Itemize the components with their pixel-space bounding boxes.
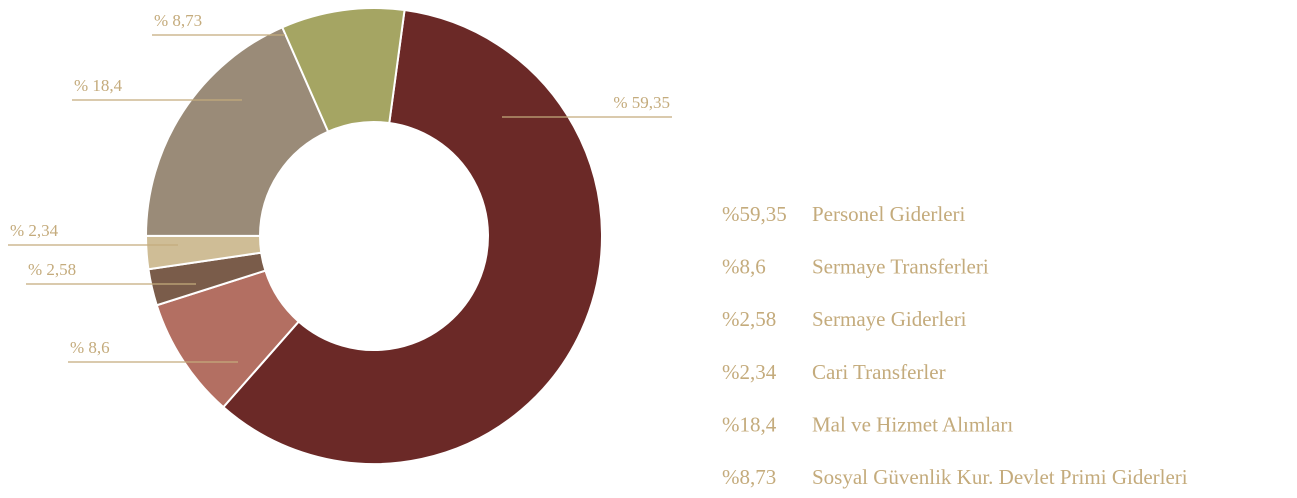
callout-label: % 8,73 — [154, 11, 202, 30]
legend-label: Cari Transferler — [812, 360, 946, 384]
slice — [280, 7, 406, 133]
legend-label: Personel Giderleri — [812, 202, 966, 226]
legend-label: Sosyal Güvenlik Kur. Devlet Primi Giderl… — [812, 465, 1188, 489]
legend-label: Sermaye Transferleri — [812, 255, 989, 279]
callout-label: % 59,35 — [613, 93, 670, 112]
callout-label: % 8,6 — [70, 338, 110, 357]
legend-value: %2,34 — [722, 360, 777, 384]
legend-value: %59,35 — [722, 202, 787, 226]
legend-value: %8,6 — [722, 255, 766, 279]
legend-value: %8,73 — [722, 465, 776, 489]
callout-label: % 18,4 — [74, 76, 123, 95]
slice — [221, 8, 603, 465]
legend-label: Mal ve Hizmet Alımları — [812, 412, 1013, 436]
callout-label: % 2,58 — [28, 260, 76, 279]
legend-value: %18,4 — [722, 412, 777, 436]
slice — [144, 25, 330, 237]
legend: %59,35 Personel Giderleri %8,6 Sermaye Tran… — [722, 202, 1188, 489]
legend-value: %2,58 — [722, 307, 776, 331]
legend-label: Sermaye Giderleri — [812, 307, 967, 331]
callout-label: % 2,34 — [10, 221, 59, 240]
